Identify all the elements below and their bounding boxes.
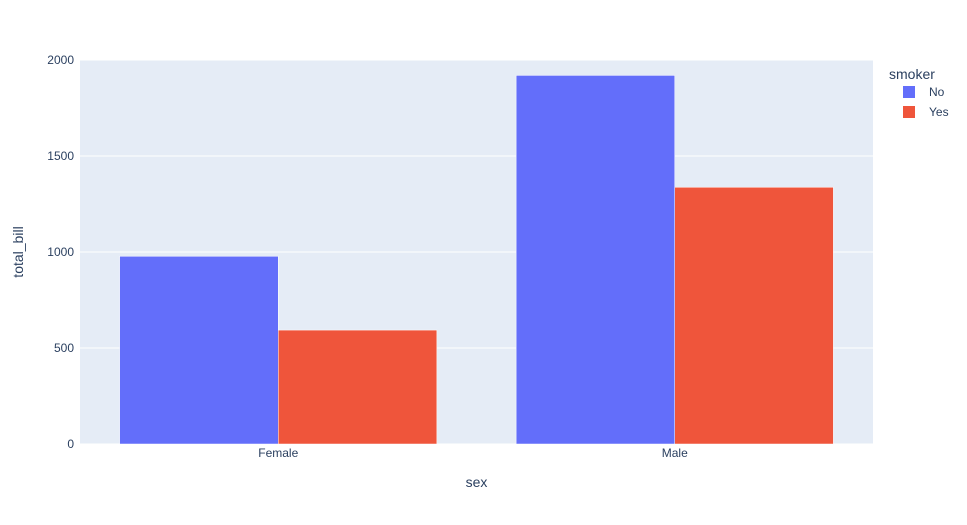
y-tick-label: 1500 xyxy=(47,149,74,163)
bar-yes-male[interactable] xyxy=(674,187,834,445)
x-axis-ticks: Female Male xyxy=(258,446,688,460)
legend-title: smoker xyxy=(889,66,935,82)
y-axis-ticks: 0 500 1000 1500 2000 xyxy=(47,53,74,451)
y-tick-label: 0 xyxy=(67,437,74,451)
bar-no-male[interactable] xyxy=(515,75,676,445)
y-tick-label: 1000 xyxy=(47,245,74,259)
x-tick-label: Female xyxy=(258,446,298,460)
y-tick-label: 500 xyxy=(54,341,74,355)
x-tick-label: Male xyxy=(662,446,688,460)
legend-swatch-yes xyxy=(903,106,915,118)
legend[interactable]: smoker No Yes xyxy=(889,66,949,119)
legend-label-no: No xyxy=(929,85,945,99)
legend-swatch-no xyxy=(903,86,915,98)
bars xyxy=(119,75,834,445)
y-axis-title: total_bill xyxy=(10,226,26,277)
legend-label-yes: Yes xyxy=(929,105,949,119)
bar-yes-female[interactable] xyxy=(278,329,438,445)
y-tick-label: 2000 xyxy=(47,53,74,67)
bar-no-female[interactable] xyxy=(119,256,279,445)
x-axis-title: sex xyxy=(466,474,488,490)
